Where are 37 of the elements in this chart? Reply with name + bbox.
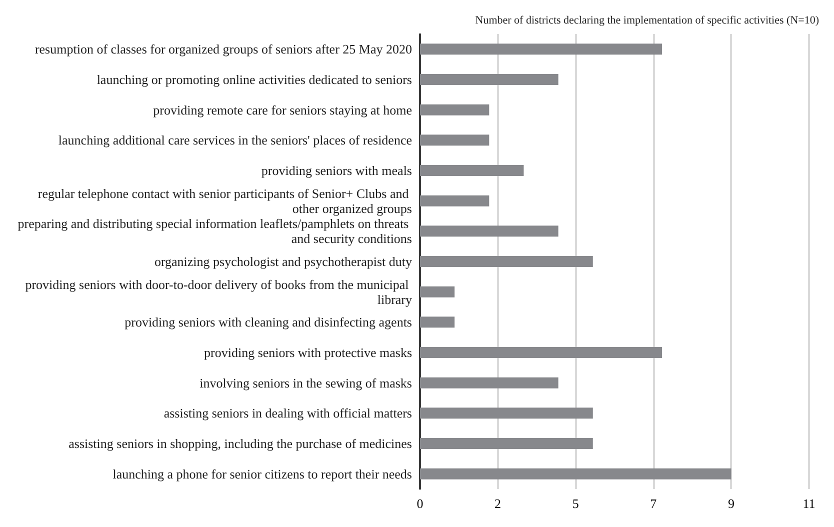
y-tick-label: resumption of classes for organized groups of seniors after 25 May 2020 bbox=[34, 42, 412, 57]
bar bbox=[420, 316, 455, 328]
y-tick-label: assisting seniors in dealing with official matters bbox=[164, 406, 412, 421]
bar bbox=[420, 286, 455, 298]
bar bbox=[420, 195, 490, 206]
bar bbox=[420, 226, 558, 237]
y-tick-label: providing remote care for seniors staying at home bbox=[153, 102, 412, 118]
y-tick-label: preparing and distributing special information leaflets/pamphlets on threats and security conditions bbox=[18, 216, 412, 246]
x-tick-label: 0 bbox=[416, 496, 424, 511]
bar bbox=[420, 256, 593, 267]
y-tick-label: involving seniors in the sewing of masks bbox=[200, 375, 412, 390]
x-tick-label: 9 bbox=[728, 496, 734, 511]
y-tick-label: launching a phone for senior citizens to report their needs bbox=[112, 466, 412, 482]
y-tick-label: launching or promoting online activities dedicated to seniors bbox=[96, 72, 412, 87]
bar bbox=[420, 408, 593, 419]
bar bbox=[420, 134, 490, 146]
bar bbox=[420, 377, 558, 388]
bar bbox=[420, 104, 490, 116]
bar bbox=[420, 74, 558, 85]
y-tick-label: regular telephone contact with senior participants of Senior+ Clubs and other organized groups bbox=[38, 186, 412, 216]
bar bbox=[420, 44, 662, 55]
y-tick-label: providing seniors with cleaning and disinfecting agents bbox=[124, 314, 412, 330]
y-tick-label: providing seniors with protective masks bbox=[204, 345, 412, 360]
bar bbox=[420, 438, 593, 449]
bar bbox=[420, 347, 662, 358]
x-tick-label: 7 bbox=[650, 496, 658, 511]
x-tick-label: 11 bbox=[802, 496, 816, 511]
y-tick-label: providing seniors with door-to-door delivery of books from the municipal library bbox=[25, 276, 412, 307]
bar bbox=[420, 165, 524, 176]
y-tick-label: organizing psychologist and psychotherapist duty bbox=[154, 254, 412, 269]
y-tick-label: launching additional care services in the seniors' places of residence bbox=[58, 132, 412, 148]
y-tick-label: providing seniors with meals bbox=[261, 163, 412, 178]
bar bbox=[420, 468, 732, 480]
x-tick-label: 5 bbox=[572, 496, 579, 511]
y-tick-label: assisting seniors in shopping, including the purchase of medicines bbox=[68, 436, 412, 451]
chart-title: Number of districts declaring the implementation of specific activities (N=10) bbox=[475, 14, 820, 26]
x-tick-label: 2 bbox=[494, 496, 502, 511]
